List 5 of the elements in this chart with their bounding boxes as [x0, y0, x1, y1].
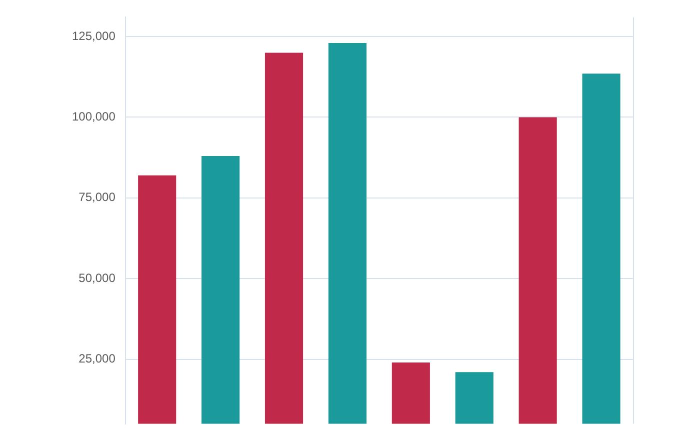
y-tick-label: 25,000 [78, 352, 116, 366]
y-tick-label: 100,000 [72, 110, 116, 124]
y-tick-label: 50,000 [78, 270, 116, 285]
y-tick-label: 75,000 [78, 190, 116, 204]
y-tick-label: 125,000 [72, 28, 116, 43]
